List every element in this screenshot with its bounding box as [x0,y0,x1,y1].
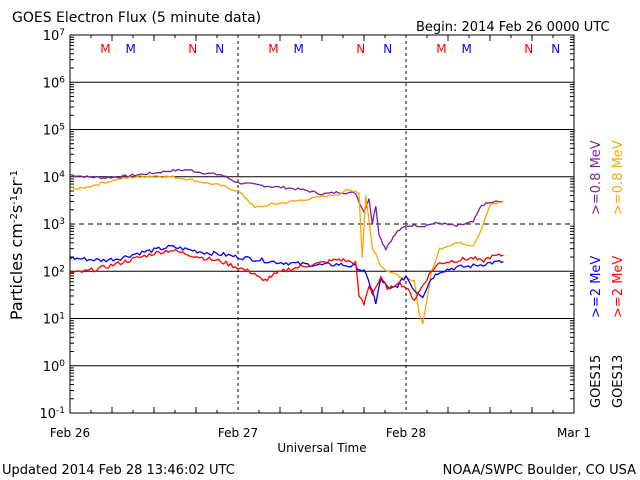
y-tick-labels: 10-1 100 101 102 103 104 105 106 107 [39,28,65,422]
x-tick-label: Mar 1 [557,426,591,440]
series-line-2 [69,175,504,325]
y-tick-label: 104 [43,170,66,186]
mn-marker: N [356,42,365,56]
mn-marker: M [461,42,471,56]
series-line-1 [69,168,504,252]
grid-layer [70,35,574,413]
y-tick-label: 10-1 [39,406,65,422]
mn-marker: M [268,42,278,56]
series-line-3 [69,244,504,305]
x-tick-label: Feb 28 [386,426,426,440]
legend: >=0.8 MeV >=0.8 MeV >=2 MeV >=2 MeV GOES15 GO… [589,140,626,408]
mn-marker: M [436,42,446,56]
legend-entry: >=2 MeV [589,256,604,318]
legend-entry: GOES15 [589,355,604,408]
mn-marker: M [100,42,110,56]
mn-marker: M [293,42,303,56]
chart-title: GOES Electron Flux (5 minute data) [12,10,261,26]
legend-entry: >=0.8 MeV [589,140,604,215]
y-tick-label: 103 [43,217,65,233]
updated-text: Updated 2014 Feb 28 13:46:02 UTC [2,463,235,478]
legend-entry: GOES13 [611,355,626,408]
mn-marker: N [383,42,392,56]
x-axis-label: Universal Time [277,441,366,455]
mn-marker: N [188,42,197,56]
mn-marker: N [524,42,533,56]
y-tick-label: 101 [43,312,65,328]
begin-time: Begin: 2014 Feb 26 0000 UTC [416,20,610,35]
y-tick-label: 102 [43,264,65,280]
x-tick-labels: Feb 26 Feb 27 Feb 28 Mar 1 [50,426,591,440]
mn-marker: N [551,42,560,56]
legend-entry: >=0.8 MeV [611,140,626,215]
series-line-4 [69,248,504,307]
credit-text: NOAA/SWPC Boulder, CO USA [443,463,636,478]
mn-marker: N [215,42,224,56]
y-tick-label: 105 [43,123,65,139]
y-axis-label: Particles cm-2s-1sr-1 [7,170,26,320]
legend-entry: >=2 MeV [611,256,626,318]
mn-marker: M [125,42,135,56]
y-tick-label: 106 [43,75,66,91]
x-tick-label: Feb 26 [50,426,90,440]
series-layer [69,168,504,325]
x-tick-label: Feb 27 [218,426,258,440]
y-tick-label: 100 [43,359,66,375]
y-tick-label: 107 [43,28,65,44]
plot-frame [69,34,575,414]
